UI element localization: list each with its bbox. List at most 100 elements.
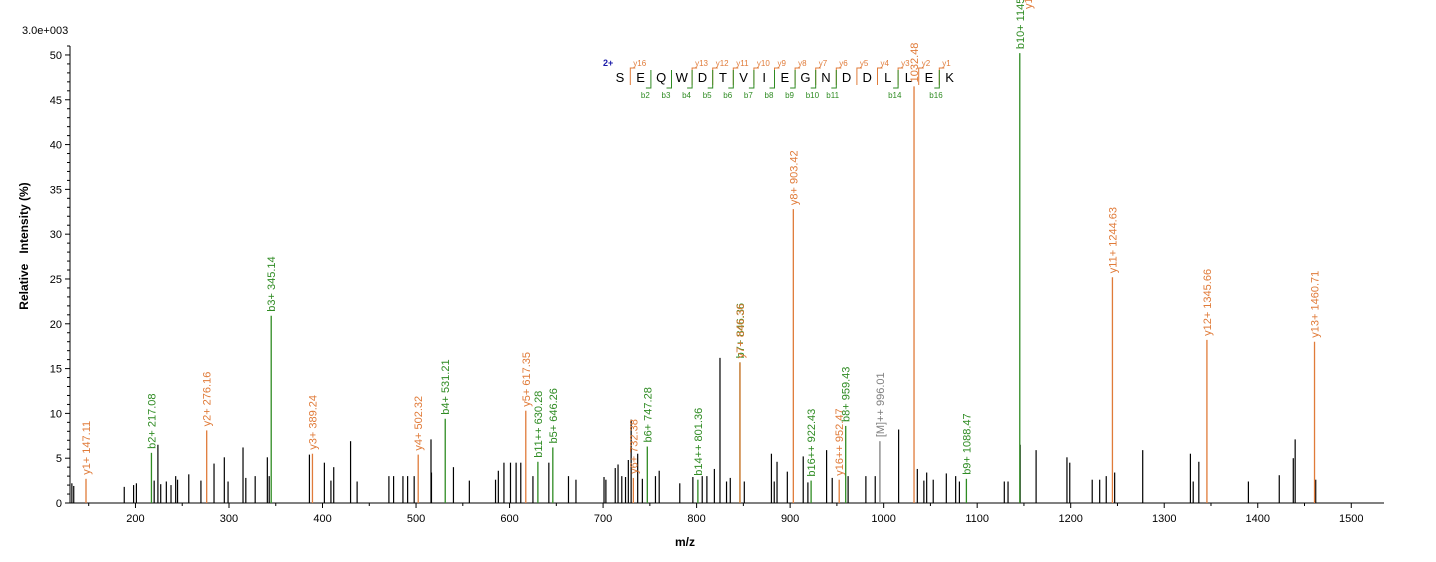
y-tick-label: 50 xyxy=(50,50,62,62)
b-ion-index: b10 xyxy=(806,91,820,100)
x-tick-label: 200 xyxy=(126,513,144,525)
x-tick-label: 1100 xyxy=(965,513,989,525)
unassigned-peaks xyxy=(71,357,1317,503)
peak-label: y13+ 1460.71 xyxy=(1310,271,1322,338)
b-ion-bracket xyxy=(748,70,755,89)
b-ion-index: b6 xyxy=(723,91,732,100)
peak-label: y6+ 732.38 xyxy=(628,419,640,474)
peak-label: b7+ 846.36 xyxy=(735,303,747,358)
y-axis-title: Relative Intensity (%) xyxy=(17,182,31,309)
peak-label: b16++ 922.43 xyxy=(806,409,818,477)
peak-label: y11+ 1244.63 xyxy=(1107,207,1119,273)
y-ion-bracket xyxy=(897,67,904,85)
b-ion-bracket xyxy=(810,70,817,89)
y-tick-label: 10 xyxy=(50,408,62,420)
peak-label: 1032.48 xyxy=(909,43,921,83)
y-axis: 0 5 10 15 20 25 30 35 40 45 50 xyxy=(50,45,71,510)
sequence-residue: W xyxy=(676,70,689,85)
sequence-residue: E xyxy=(780,70,789,85)
y-tick-label: 35 xyxy=(50,184,62,196)
peak-label: b10+ 1145.56 xyxy=(1015,0,1027,49)
x-tick-label: 1000 xyxy=(871,513,895,525)
y-ion-index: y12 xyxy=(716,59,729,68)
b-ion-bracket xyxy=(893,70,899,89)
b-ion-bracket xyxy=(707,70,714,89)
peak-label-truncated: y1 xyxy=(1023,0,1035,9)
b-ion-index: b16 xyxy=(929,91,943,100)
y-ion-bracket xyxy=(629,67,636,85)
y-ion-index: y9 xyxy=(778,59,787,68)
y-tick-label: 30 xyxy=(50,229,62,241)
y-ion-bracket xyxy=(856,67,862,85)
peak-label: y1+ 147.11 xyxy=(81,421,93,475)
x-axis: 200 300 400 500 600 700 800 900 1000 1100 1200 1300… xyxy=(70,502,1384,525)
y-ion-index: y3 xyxy=(901,59,910,68)
x-tick-label: 1400 xyxy=(1246,513,1270,525)
sequence-residue: N xyxy=(821,70,830,85)
peak-label: b9+ 1088.47 xyxy=(961,413,973,474)
y-ion-bracket xyxy=(877,67,883,85)
b-ion-index: b11 xyxy=(826,91,839,100)
peak-label: y2+ 276.16 xyxy=(202,372,214,427)
y-ion-bracket xyxy=(835,67,842,85)
y-ion-bracket xyxy=(815,67,821,85)
peak-label: b4+ 531.21 xyxy=(440,359,452,414)
charge-state: 2+ xyxy=(603,58,613,68)
sequence-residue: L xyxy=(884,70,891,85)
y-ion-index: y11 xyxy=(736,59,749,68)
y-ion-bracket xyxy=(691,67,698,85)
x-tick-label: 1500 xyxy=(1339,513,1363,525)
y-tick-label: 40 xyxy=(50,140,62,152)
peak-label: y7+ 846.36 xyxy=(735,304,747,359)
y-ion-index: y16 xyxy=(633,59,646,68)
y-ion-index: y8 xyxy=(798,59,807,68)
peak-label: b5+ 646.26 xyxy=(548,388,560,443)
b-ion-bracket xyxy=(831,70,837,89)
y-ion-index: y7 xyxy=(819,59,828,68)
y-ion-index: y5 xyxy=(860,59,869,68)
x-tick-label: 600 xyxy=(500,513,518,525)
y-ion-bracket xyxy=(918,67,924,85)
sequence-residue: D xyxy=(842,70,851,85)
sequence-residue: K xyxy=(945,70,954,85)
sequence-residue: T xyxy=(719,70,727,85)
y-ion-bracket xyxy=(732,67,739,85)
x-tick-label: 400 xyxy=(313,513,331,525)
sequence-residue: Q xyxy=(656,70,666,85)
sequence-residue: D xyxy=(698,70,707,85)
sequence-residue: I xyxy=(762,70,766,85)
y-tick-label: 25 xyxy=(50,274,62,286)
b-ion-index: b14 xyxy=(888,91,902,100)
b-ion-bracket xyxy=(687,70,693,89)
peak-label: b6+ 747.28 xyxy=(642,387,654,442)
y-ion-index: y2 xyxy=(922,59,931,68)
peak-label: y12+ 1345.66 xyxy=(1202,269,1214,336)
y-ion-bracket xyxy=(753,67,759,85)
annotated-peaks: y1+ 147.11 b2+ 217.08 y2+ 276.16 b3+ 345.14… xyxy=(81,0,1322,503)
peak-label: y4+ 502.32 xyxy=(413,396,425,451)
b-ion-bracket xyxy=(666,70,672,89)
b-ion-bracket xyxy=(728,70,734,89)
y-ion-index: y1 xyxy=(942,59,951,68)
y-ion-index: y13 xyxy=(695,59,708,68)
y-ion-index: y4 xyxy=(881,59,890,68)
x-tick-label: 500 xyxy=(407,513,425,525)
b-ion-index: b8 xyxy=(765,91,774,100)
peak-label: b2+ 217.08 xyxy=(146,393,158,448)
peak-label: [M]++ 996.01 xyxy=(875,372,887,437)
peak-label: y3+ 389.24 xyxy=(307,395,319,450)
peak-label: b11++ 630.28 xyxy=(533,391,545,458)
b-ion-bracket xyxy=(645,70,652,89)
x-tick-label: 1200 xyxy=(1058,513,1082,525)
peak-label: b14++ 801.36 xyxy=(693,408,705,476)
b-ion-bracket xyxy=(934,70,940,89)
b-ion-index: b5 xyxy=(703,91,712,100)
sequence-residue: V xyxy=(739,70,748,85)
x-axis-title: m/z xyxy=(675,535,695,549)
y-tick-label: 5 xyxy=(56,453,62,465)
sequence-residue: E xyxy=(636,70,645,85)
y-tick-label: 0 xyxy=(56,498,62,510)
b-ion-bracket xyxy=(769,70,775,89)
y-ion-bracket xyxy=(774,67,780,85)
